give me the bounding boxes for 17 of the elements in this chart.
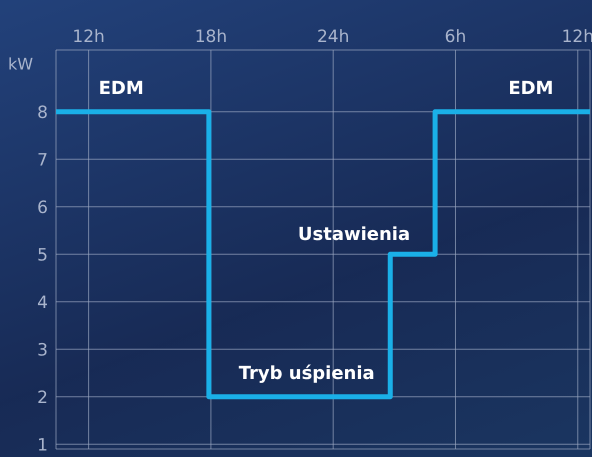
y-tick-label: 5 (37, 245, 48, 266)
y-axis-title: kW (8, 54, 34, 74)
y-tick-label: 2 (37, 388, 48, 408)
x-tick-label: 24h (316, 27, 350, 47)
x-tick-label: 6h (444, 27, 466, 47)
y-tick-label: 1 (37, 435, 48, 456)
y-tick-label: 8 (37, 102, 48, 123)
x-tick-label: 18h (194, 27, 228, 47)
annotation: EDM (98, 78, 144, 99)
annotation: EDM (508, 78, 554, 99)
y-tick-label: 7 (37, 150, 48, 170)
x-tick-label: 12h (72, 27, 105, 47)
y-tick-label: 6 (37, 198, 48, 218)
y-tick-label: 3 (37, 340, 48, 360)
annotation: Tryb uśpienia (238, 362, 375, 384)
annotation: Ustawienia (298, 224, 410, 245)
y-tick-label: 4 (37, 292, 48, 313)
